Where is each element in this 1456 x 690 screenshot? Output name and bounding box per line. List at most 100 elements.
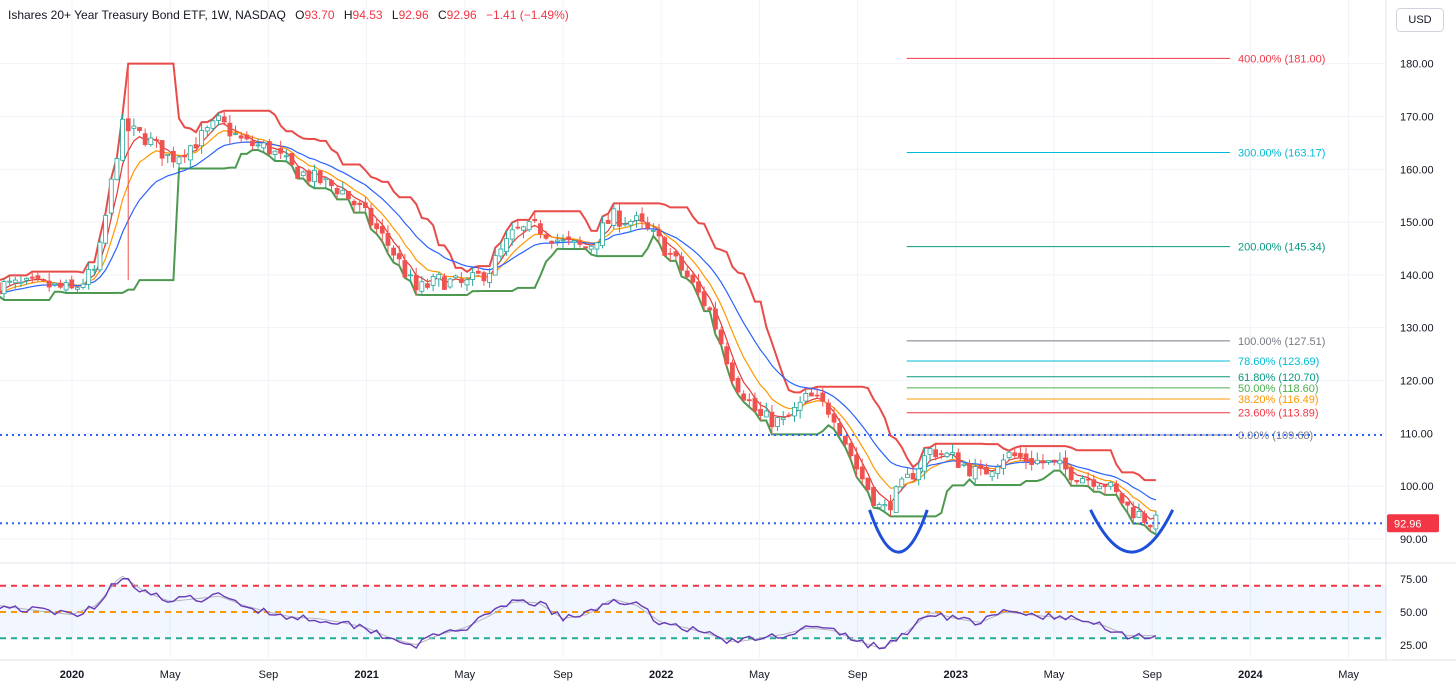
candle — [950, 444, 956, 459]
candle — [1102, 483, 1108, 495]
fib-level-label: 0.00% (109.68) — [1238, 430, 1313, 442]
candle-body — [752, 397, 758, 412]
candle-body — [1074, 480, 1080, 483]
candle — [114, 157, 120, 181]
candle-body — [605, 219, 611, 224]
candle-body — [905, 473, 910, 479]
time-tick-label: May — [1338, 669, 1359, 681]
candle-body — [182, 154, 188, 158]
candle-body — [594, 242, 600, 250]
candle-body — [814, 394, 820, 397]
candle — [995, 463, 1001, 480]
candle — [221, 110, 227, 126]
time-tick-label: Sep — [848, 669, 868, 681]
candle-body — [329, 180, 334, 187]
candle — [1034, 452, 1040, 466]
candle — [447, 277, 453, 289]
candle — [306, 168, 312, 186]
currency-button[interactable]: USD — [1396, 8, 1444, 32]
candle — [944, 451, 950, 459]
candle — [425, 278, 430, 290]
candle — [238, 131, 244, 143]
candle-body — [385, 232, 391, 246]
candle — [905, 467, 910, 479]
candle-body — [255, 144, 261, 147]
candle — [882, 499, 888, 513]
candle-body — [1046, 460, 1051, 463]
time-tick-label: May — [160, 669, 181, 681]
time-tick-label: 2024 — [1238, 669, 1263, 681]
time-tick-label: May — [454, 669, 475, 681]
candle — [108, 178, 114, 220]
high-value: 94.53 — [352, 8, 383, 22]
fib-level-label: 50.00% (118.60) — [1238, 383, 1319, 395]
candle-body — [859, 466, 865, 480]
price-tick-label: 150.00 — [1400, 217, 1434, 229]
symbol-title: Ishares 20+ Year Treasury Bond ETF, 1W, … — [8, 8, 286, 22]
candle — [707, 306, 713, 311]
candle-body — [735, 377, 741, 393]
candle-body — [1017, 452, 1023, 458]
candle-body — [961, 463, 967, 466]
candle — [910, 467, 916, 480]
time-tick-label: 2021 — [354, 669, 378, 681]
candle-body — [317, 170, 323, 184]
candle-body — [921, 455, 927, 472]
candle-body — [978, 465, 984, 469]
candle-body — [86, 269, 92, 285]
rsi-tick-label: 50.00 — [1400, 607, 1428, 619]
candle-body — [165, 153, 171, 156]
candle-body — [967, 462, 972, 477]
candle-body — [148, 137, 154, 146]
candle — [244, 131, 250, 141]
candle — [481, 270, 487, 286]
candle — [554, 233, 560, 246]
candle-body — [204, 127, 210, 132]
candle-body — [306, 170, 312, 182]
rsi-pane — [0, 575, 1386, 650]
candle — [187, 144, 193, 168]
close-label: C — [437, 8, 447, 22]
candle — [289, 152, 295, 166]
candle-body — [1023, 453, 1029, 462]
candle-body — [893, 486, 899, 514]
candle — [1, 278, 7, 301]
time-tick-label: Sep — [1142, 669, 1162, 681]
candle — [475, 266, 481, 275]
candle-body — [1097, 485, 1102, 490]
candle — [509, 222, 515, 246]
last-price-label: 92.96 — [1394, 518, 1422, 530]
candle — [368, 204, 374, 230]
candle-body — [1125, 501, 1131, 506]
candle — [978, 459, 984, 476]
candle — [752, 392, 758, 412]
candle — [955, 448, 961, 468]
candle — [18, 276, 24, 287]
candle-body — [549, 240, 555, 244]
candle-body — [340, 189, 346, 195]
candle — [1068, 464, 1074, 486]
candle — [673, 249, 679, 261]
candle — [35, 272, 41, 282]
candle-body — [724, 346, 730, 365]
candle-body — [272, 150, 278, 155]
candle — [154, 136, 159, 148]
candle — [80, 278, 86, 290]
candle-body — [18, 281, 24, 284]
candle-body — [402, 260, 408, 278]
candle-body — [538, 223, 543, 235]
candle — [193, 137, 199, 149]
candle-body — [52, 282, 58, 286]
candle — [379, 219, 385, 242]
candle-body — [543, 234, 549, 239]
candle-body — [713, 308, 718, 330]
candle — [91, 264, 97, 276]
candle-body — [442, 276, 447, 290]
ema-mid-line — [0, 130, 1156, 512]
candle-body — [69, 279, 75, 289]
candle — [729, 359, 735, 385]
candle-body — [955, 452, 961, 468]
candle — [295, 166, 301, 179]
